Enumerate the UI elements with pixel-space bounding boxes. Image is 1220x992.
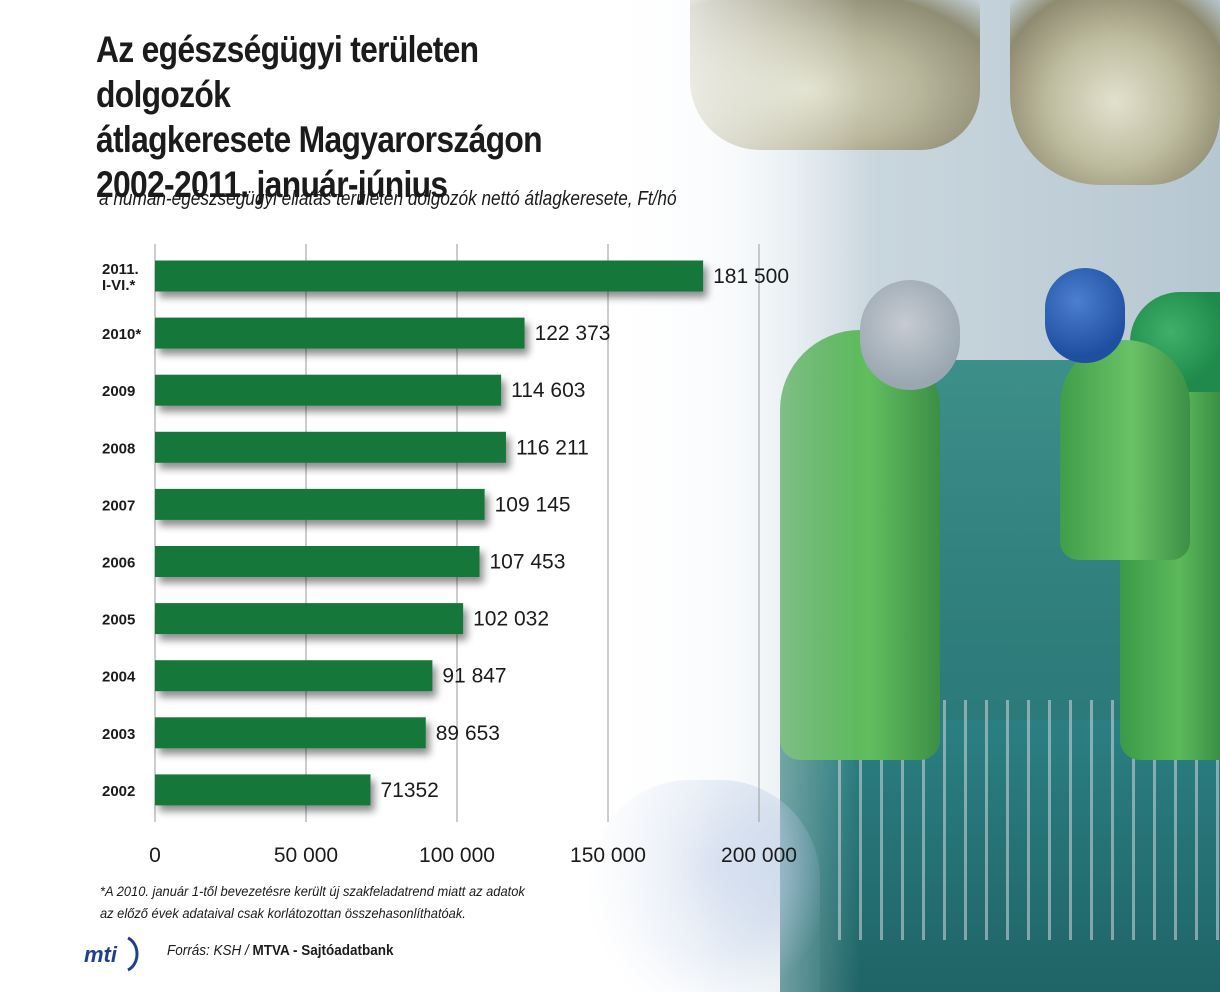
bar xyxy=(155,488,485,520)
bar-value-label: 91 847 xyxy=(442,665,506,688)
source-credit: Forrás: KSH / MTVA - Sajtóadatbank xyxy=(167,942,394,959)
category-label: 2009 xyxy=(102,383,135,400)
bar-value-label: 89 653 xyxy=(436,722,500,745)
bar-value-label: 116 211 xyxy=(516,436,589,459)
title-line: átlagkeresete Magyarországon xyxy=(96,119,543,160)
x-tick-label: 100 000 xyxy=(419,844,495,867)
bar xyxy=(155,431,506,463)
x-tick-label: 150 000 xyxy=(570,844,646,867)
category-label: 2003 xyxy=(102,726,135,743)
bar xyxy=(155,260,704,292)
bar xyxy=(155,660,433,692)
source-organization: MTVA - Sajtóadatbank xyxy=(252,942,394,959)
chart-title: Az egészségügyi területen dolgozók átlag… xyxy=(96,27,621,207)
footnote-line: az előző évek adataival csak korlátozott… xyxy=(100,905,466,921)
title-line: 2002-2011. január-június xyxy=(96,164,448,205)
category-label: 2005 xyxy=(102,612,135,629)
x-tick-label: 0 xyxy=(149,844,161,867)
category-label: 2011. I-VI.* xyxy=(102,261,139,294)
surgeon-head xyxy=(1045,268,1125,363)
x-tick-label: 50 000 xyxy=(274,844,338,867)
bar xyxy=(155,317,525,349)
bar-value-label: 71352 xyxy=(380,779,438,802)
footnote: *A 2010. január 1-től bevezetésre került… xyxy=(100,880,525,924)
source-label: Forrás: KSH / xyxy=(167,942,249,959)
bar xyxy=(155,774,371,806)
bar xyxy=(155,374,502,406)
bar-value-label: 107 453 xyxy=(490,551,566,574)
photo-fade xyxy=(560,0,860,992)
logo-text: mti xyxy=(84,942,118,967)
category-label: 2006 xyxy=(102,555,135,572)
bar-labels: 181 500 2011. I-VI.* 122 373 2010* 114 603 200… xyxy=(102,261,789,802)
bar xyxy=(155,717,426,749)
footnote-line: *A 2010. január 1-től bevezetésre került… xyxy=(100,883,525,899)
category-label: 2002 xyxy=(102,783,135,800)
operating-lamp-icon xyxy=(1010,0,1220,185)
bar-value-label: 181 500 xyxy=(713,265,789,288)
category-label: 2004 xyxy=(102,669,136,686)
category-label: 2010* xyxy=(102,326,141,343)
bar-value-label: 114 603 xyxy=(511,379,585,402)
x-axis: 0 50 000 100 000 150 000 200 000 xyxy=(149,844,797,867)
bar-value-label: 109 145 xyxy=(495,493,571,516)
title-line: Az egészségügyi területen dolgozók xyxy=(96,29,479,115)
bar xyxy=(155,546,480,577)
mti-logo: mti xyxy=(84,936,139,972)
surgeon-icon xyxy=(1060,340,1190,560)
chart-subtitle: a humán-egészségügyi ellátás területén d… xyxy=(99,188,677,210)
category-label: 2008 xyxy=(102,440,135,457)
x-tick-label: 200 000 xyxy=(721,844,797,867)
bar-value-label: 102 032 xyxy=(473,608,549,631)
bar-value-label: 122 373 xyxy=(535,322,611,345)
bars xyxy=(155,260,704,806)
category-label: 2007 xyxy=(102,497,135,514)
surgeon-head xyxy=(860,280,960,390)
bar xyxy=(155,603,464,635)
